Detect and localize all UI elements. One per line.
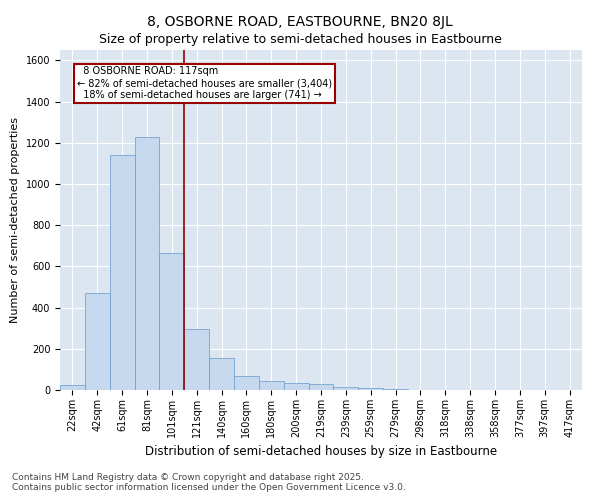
Bar [358, 388, 383, 390]
Y-axis label: Number of semi-detached properties: Number of semi-detached properties [10, 117, 20, 323]
Text: 8, OSBORNE ROAD, EASTBOURNE, BN20 8JL: 8, OSBORNE ROAD, EASTBOURNE, BN20 8JL [147, 15, 453, 29]
Bar [209, 358, 234, 390]
Bar [334, 387, 358, 390]
Text: 8 OSBORNE ROAD: 117sqm
← 82% of semi-detached houses are smaller (3,404)
  18% o: 8 OSBORNE ROAD: 117sqm ← 82% of semi-det… [77, 66, 332, 100]
Bar [383, 389, 408, 390]
Text: Size of property relative to semi-detached houses in Eastbourne: Size of property relative to semi-detach… [98, 32, 502, 46]
X-axis label: Distribution of semi-detached houses by size in Eastbourne: Distribution of semi-detached houses by … [145, 446, 497, 458]
Text: Contains HM Land Registry data © Crown copyright and database right 2025.
Contai: Contains HM Land Registry data © Crown c… [12, 473, 406, 492]
Bar [259, 382, 284, 390]
Bar [234, 376, 259, 390]
Bar [308, 384, 334, 390]
Bar [110, 155, 134, 390]
Bar [85, 293, 110, 390]
Bar [60, 385, 85, 390]
Bar [134, 136, 160, 390]
Bar [160, 253, 184, 390]
Bar [184, 329, 209, 390]
Bar [284, 384, 308, 390]
